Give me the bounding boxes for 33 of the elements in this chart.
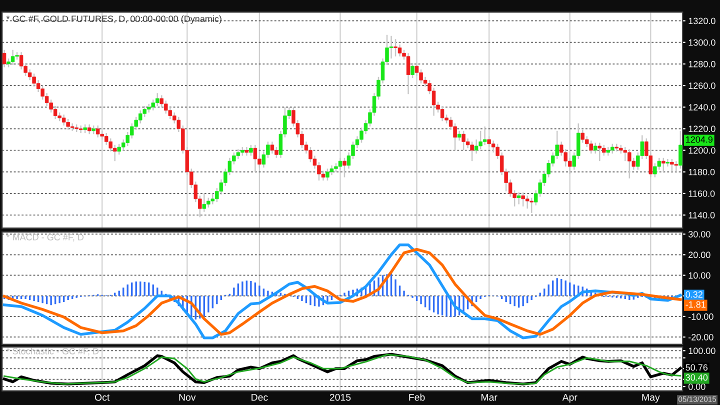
x-tick-label: Mar (482, 394, 498, 401)
y-tick-label: 1240.0 (688, 104, 716, 110)
y-tick-label: 1200.0 (688, 147, 716, 154)
x-tick-label: 2015 (330, 394, 351, 401)
y-tick-label: 0.00 (688, 383, 706, 390)
text: 30.40 (686, 374, 708, 381)
y-tick-label: 1140.0 (688, 212, 715, 218)
y-tick-label: 1260.0 (688, 82, 716, 89)
x-tick-label: Oct (94, 394, 110, 401)
text: 0.32 (686, 291, 702, 298)
text: 1204.9 (686, 136, 713, 143)
y-tick-label: 1180.0 (688, 168, 715, 176)
x-tick-label: May (642, 394, 660, 403)
chart-title: * GC #F, GOLD FUTURES, D, 00:00-00:00 (Dynamic) (6, 15, 222, 24)
x-tick-label: Nov (179, 394, 196, 401)
y-tick-label: 20.00 (688, 252, 710, 258)
chart-title: * Stochastic - GC #F, D (6, 348, 99, 356)
y-tick-label: 1320.0 (688, 18, 716, 24)
y-tick-label: -10.00 (688, 313, 714, 320)
y-tick-label: -20.00 (688, 334, 714, 340)
y-tick-label: 1300.0 (688, 39, 716, 46)
y-tick-label: 100.00 (688, 348, 716, 354)
y-tick-label: 1280.0 (688, 60, 716, 68)
x-tick-label: Feb (409, 394, 425, 401)
x-tick-label: Dec (252, 394, 268, 401)
text: 50.76 (686, 364, 708, 371)
y-tick-label: 30.00 (688, 231, 710, 238)
chart-title: * MACD - GC #F, D (6, 234, 84, 242)
x-tick-label: Apr (562, 394, 578, 403)
y-tick-label: 10.00 (688, 272, 710, 279)
text: -1.81 (686, 301, 706, 308)
y-tick-label: 1160.0 (688, 190, 715, 197)
y-tick-label: 1220.0 (688, 126, 716, 132)
